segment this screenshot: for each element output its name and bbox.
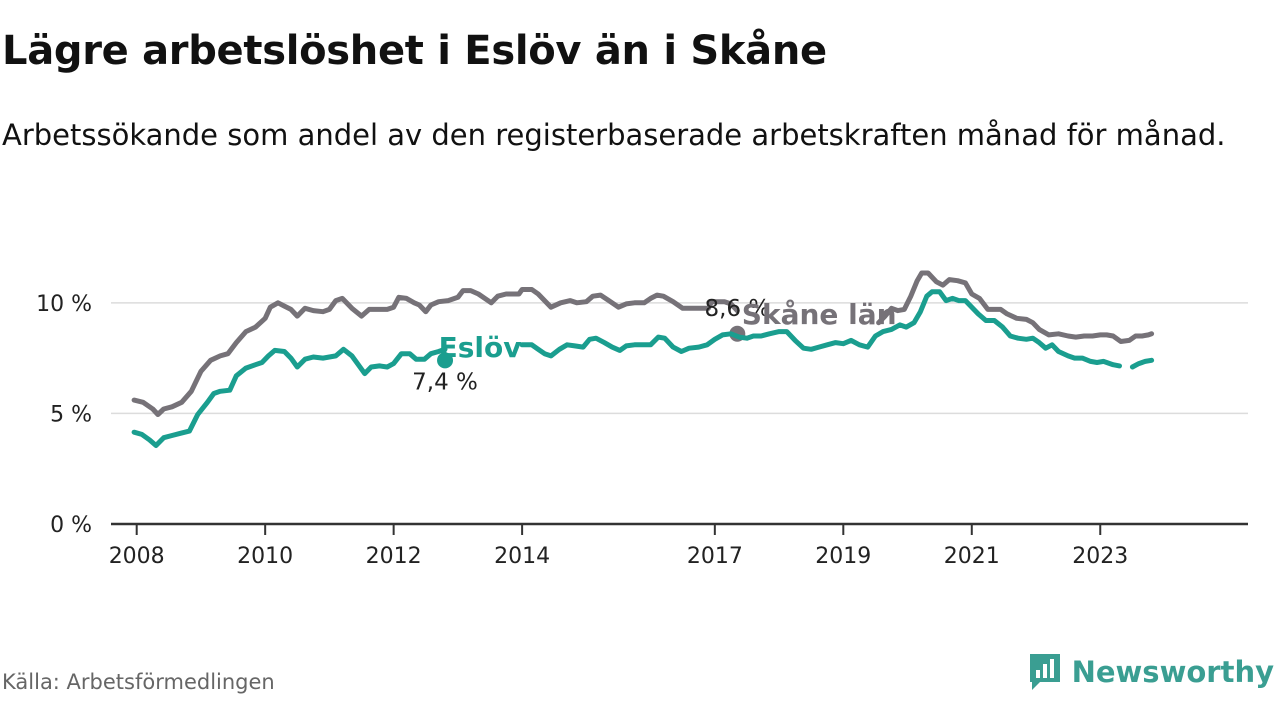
- chart-title: Lägre arbetslöshet i Eslöv än i Skåne: [2, 28, 827, 74]
- x-tick-label: 2017: [687, 544, 743, 569]
- x-tick-label: 2012: [366, 544, 422, 569]
- series-line-eslov: [131, 346, 448, 448]
- y-axis-ticks: 0 % 5 % 10 %: [36, 292, 92, 538]
- bar-chart-icon: [1029, 654, 1060, 690]
- x-tick-label: 2010: [237, 544, 293, 569]
- series-labels: 8,6 % 7,4 % Skåne län Eslöv: [412, 296, 896, 396]
- brand-name: Newsworthy: [1071, 655, 1274, 689]
- x-axis: 2008 2010 2012 2014 2017 2019 2021 2023: [109, 522, 1248, 569]
- end-value-label-eslov: 7,4 %: [412, 369, 478, 395]
- x-tick-label: 2014: [494, 544, 550, 569]
- x-tick-label: 2019: [815, 544, 871, 569]
- end-value-label-skane: 8,6 %: [704, 296, 770, 322]
- end-point-eslov: [437, 352, 454, 369]
- series-name-label-eslov: Eslöv: [439, 331, 522, 364]
- series-line-eslov: [519, 289, 1122, 369]
- series-name-label-skane: Skåne län: [742, 298, 897, 331]
- gridlines: [111, 302, 1248, 415]
- series-line-eslov: [1129, 357, 1155, 370]
- x-tick-label: 2021: [944, 544, 1000, 569]
- y-tick-label: 5 %: [50, 402, 92, 427]
- series-lines: [131, 270, 1155, 448]
- series-line-skane: [876, 270, 1155, 344]
- chart-subtitle: Arbetssökande som andel av den registerb…: [2, 118, 1226, 152]
- series-line-skane: [131, 287, 740, 417]
- brand-logo: Newsworthy: [1028, 652, 1274, 692]
- x-tick-label: 2023: [1072, 544, 1128, 569]
- y-tick-label: 10 %: [36, 292, 92, 317]
- x-tick-label: 2008: [109, 544, 165, 569]
- source-note: Källa: Arbetsförmedlingen: [2, 670, 275, 694]
- y-tick-label: 0 %: [50, 513, 92, 538]
